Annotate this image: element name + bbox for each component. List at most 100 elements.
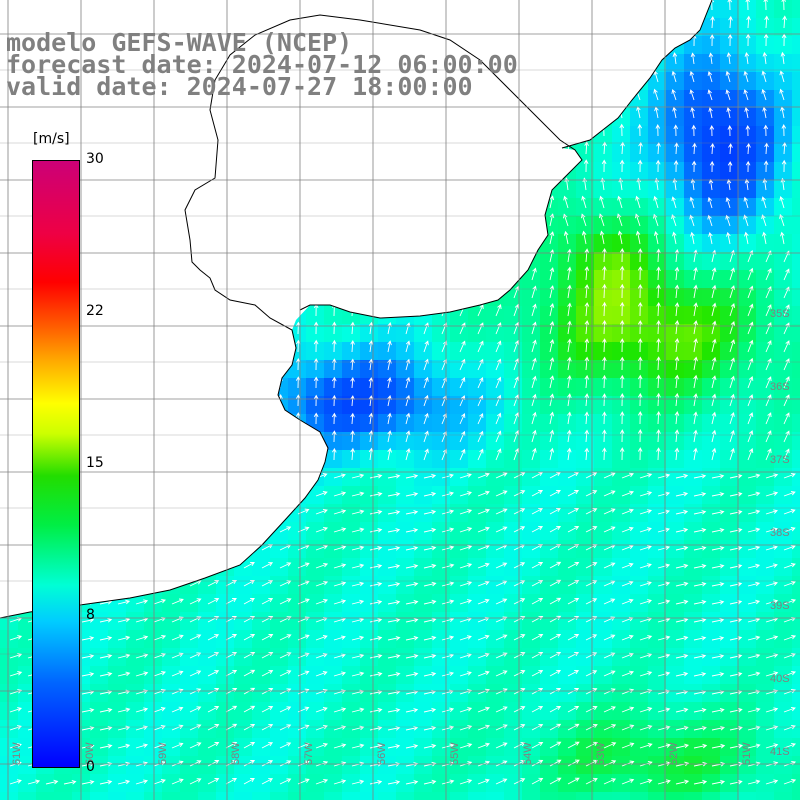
- wind-arrow: [619, 265, 625, 281]
- wind-arrow: [621, 544, 634, 551]
- wind-cell: [702, 450, 720, 468]
- wind-arrow: [620, 141, 625, 155]
- wind-arrow: [725, 197, 731, 209]
- wind-arrow: [477, 562, 490, 569]
- wind-cell: [630, 324, 648, 342]
- wind-arrow: [709, 124, 715, 137]
- wind-cell: [612, 234, 630, 252]
- wind-arrow: [531, 339, 537, 353]
- wind-arrow: [581, 230, 587, 245]
- wind-arrow: [135, 707, 149, 713]
- wind-cell: [432, 558, 450, 576]
- wind-cell: [540, 648, 558, 666]
- wind-cell: [612, 378, 630, 396]
- wind-cell: [504, 612, 522, 630]
- wind-cell: [720, 576, 738, 594]
- wind-cell: [108, 702, 126, 720]
- wind-cell: [288, 522, 306, 540]
- wind-cell: [450, 414, 468, 432]
- wind-arrow: [549, 393, 555, 407]
- wind-arrow: [781, 33, 787, 47]
- wind-cell: [558, 756, 576, 774]
- wind-arrow: [693, 429, 698, 443]
- wind-arrow: [423, 653, 437, 659]
- wind-arrow: [765, 779, 779, 785]
- wind-cell: [378, 666, 396, 684]
- wind-cell: [720, 306, 738, 324]
- wind-cell: [666, 252, 684, 270]
- wind-cell: [792, 648, 800, 666]
- wind-cell: [594, 738, 612, 756]
- wind-arrow: [331, 412, 337, 425]
- wind-cell: [360, 504, 378, 522]
- wind-arrow: [495, 742, 508, 749]
- wind-arrow: [243, 760, 256, 767]
- wind-arrow: [331, 358, 337, 371]
- wind-arrow: [368, 430, 374, 443]
- wind-arrow: [387, 376, 392, 389]
- wind-cell: [594, 396, 612, 414]
- wind-arrow: [423, 779, 437, 785]
- wind-cell: [288, 684, 306, 702]
- wind-arrow: [729, 527, 743, 533]
- wind-cell: [396, 738, 414, 756]
- wind-arrow: [549, 741, 562, 749]
- wind-cell: [702, 198, 720, 216]
- wind-arrow: [745, 124, 751, 137]
- wind-cell: [702, 468, 720, 486]
- wind-cell: [486, 360, 504, 378]
- wind-cell: [432, 576, 450, 594]
- wind-cell: [576, 522, 594, 540]
- wind-arrow: [351, 581, 365, 587]
- wind-arrow: [747, 430, 754, 443]
- wind-arrow: [637, 266, 643, 281]
- wind-cell: [0, 774, 18, 792]
- wind-cell: [396, 612, 414, 630]
- wind-arrow: [369, 581, 383, 587]
- wind-cell: [216, 738, 234, 756]
- wind-arrow: [603, 706, 616, 713]
- wind-cell: [126, 738, 144, 756]
- wind-cell: [720, 630, 738, 648]
- wind-arrow: [711, 375, 717, 389]
- wind-arrow: [549, 375, 555, 389]
- wind-cell: [774, 90, 792, 108]
- wind-arrow: [637, 123, 643, 137]
- wind-cell: [774, 234, 792, 252]
- wind-cell: [720, 180, 738, 198]
- wind-arrow: [279, 598, 292, 605]
- wind-arrow: [423, 725, 437, 731]
- wind-cell: [594, 216, 612, 234]
- wind-arrow: [423, 599, 437, 605]
- wind-cell: [468, 414, 486, 432]
- wind-cell: [792, 630, 800, 648]
- wind-arrow: [549, 231, 555, 245]
- wind-cell: [360, 792, 378, 800]
- wind-cell: [702, 504, 720, 522]
- wind-cell: [666, 522, 684, 540]
- wind-cell: [306, 378, 324, 396]
- wind-cell: [648, 360, 666, 378]
- wind-arrow: [711, 338, 717, 353]
- wind-cell: [540, 396, 558, 414]
- wind-cell: [0, 648, 18, 666]
- wind-arrow: [637, 320, 643, 335]
- wind-cell: [576, 252, 594, 270]
- wind-arrow: [765, 322, 772, 335]
- wind-arrow: [656, 284, 661, 299]
- wind-cell: [702, 72, 720, 90]
- wind-cell: [522, 666, 540, 684]
- wind-cell: [522, 504, 540, 522]
- wind-arrow: [369, 563, 383, 569]
- wind-cell: [108, 774, 126, 792]
- wind-cell: [756, 216, 774, 234]
- wind-arrow: [783, 598, 796, 605]
- wind-cell: [540, 288, 558, 306]
- wind-cell: [630, 108, 648, 126]
- wind-cell: [414, 666, 432, 684]
- wind-arrow: [621, 490, 634, 497]
- wind-cell: [684, 450, 702, 468]
- wind-cell: [666, 594, 684, 612]
- wind-arrow: [387, 744, 401, 749]
- wind-cell: [414, 396, 432, 414]
